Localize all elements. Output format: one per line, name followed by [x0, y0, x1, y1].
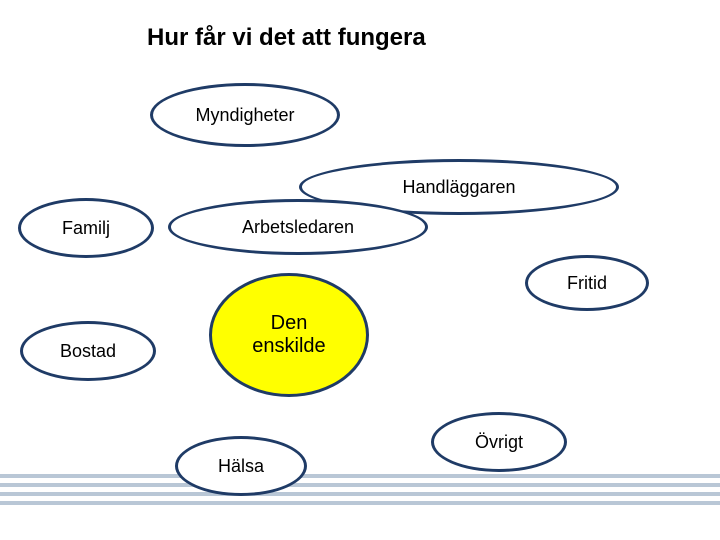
node-arbetsledaren: Arbetsledaren: [168, 199, 428, 255]
node-myndigheter: Myndigheter: [150, 83, 340, 147]
node-label: Hälsa: [218, 456, 264, 477]
node-label: Familj: [62, 218, 110, 239]
node-label: Övrigt: [475, 432, 523, 453]
node-label: Den enskilde: [252, 312, 325, 358]
stripe: [0, 483, 720, 487]
node-label: Myndigheter: [195, 105, 294, 126]
node-fritid: Fritid: [525, 255, 649, 311]
node-halsa: Hälsa: [175, 436, 307, 496]
stripe: [0, 501, 720, 505]
node-label: Arbetsledaren: [242, 217, 354, 238]
page-title: Hur får vi det att fungera: [147, 24, 426, 52]
node-label: Fritid: [567, 273, 607, 294]
node-label: Bostad: [60, 341, 116, 362]
node-bostad: Bostad: [20, 321, 156, 381]
decorative-stripes: [0, 474, 720, 510]
node-label: Handläggaren: [402, 177, 515, 198]
node-den-enskilde: Den enskilde: [209, 273, 369, 397]
node-ovrigt: Övrigt: [431, 412, 567, 472]
stripe: [0, 492, 720, 496]
stripe: [0, 474, 720, 478]
node-familj: Familj: [18, 198, 154, 258]
